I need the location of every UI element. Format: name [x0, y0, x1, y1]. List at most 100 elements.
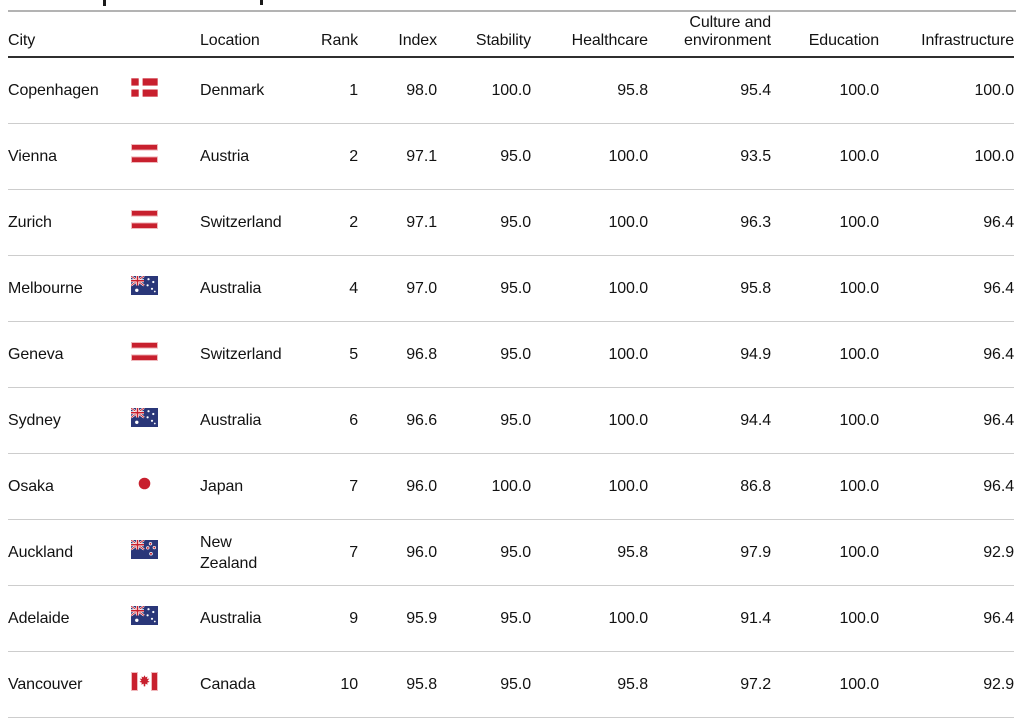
cell-rank: 5 — [281, 321, 358, 388]
cell-index: 96.8 — [358, 321, 437, 388]
cell-location: Australia — [198, 585, 281, 652]
cell-rank: 2 — [281, 189, 358, 256]
flag-icon-canada — [131, 672, 158, 691]
table-row: Copenhagen Denmark 1 98.0 100.0 95.8 95.4 100.0… — [8, 57, 1014, 124]
cell-infrastructure: 100.0 — [879, 123, 1014, 190]
cell-rank: 6 — [281, 387, 358, 454]
cell-stability: 100.0 — [437, 57, 531, 124]
cell-location: New Zealand — [198, 519, 281, 586]
cell-rank: 7 — [281, 519, 358, 586]
col-header-index: Index — [358, 12, 437, 58]
cell-stability: 100.0 — [437, 453, 531, 520]
table-row: Melbourne Australia 4 97.0 95.0 100.0 95.8 100.… — [8, 255, 1014, 322]
table-row: Geneva Switzerland 5 96.8 95.0 100.0 94.9 100.0… — [8, 321, 1014, 388]
flag-icon-australia — [131, 276, 158, 295]
cell-location: Denmark — [198, 57, 281, 124]
cell-culture: 95.4 — [648, 57, 771, 124]
cell-rank: 9 — [281, 585, 358, 652]
table-row: Vancouver Canada 10 95.8 95.0 95.8 97.2 100.0 92… — [8, 651, 1014, 718]
cell-rank: 7 — [281, 453, 358, 520]
cell-infrastructure: 100.0 — [879, 57, 1014, 124]
flag-icon-new-zealand — [131, 540, 158, 559]
cell-healthcare: 100.0 — [531, 255, 648, 322]
cell-infrastructure: 96.4 — [879, 189, 1014, 256]
cell-stability: 95.0 — [437, 519, 531, 586]
table-row: Auckland New Zealand 7 96.0 95.0 95.8 97.9 100.… — [8, 519, 1014, 586]
cell-flag — [123, 189, 198, 256]
liveability-table-page: City Location Rank Index Stability Healt… — [8, 0, 1016, 718]
cell-education: 100.0 — [771, 189, 879, 256]
flag-icon-switzerland — [131, 210, 158, 229]
cell-flag — [123, 651, 198, 718]
cell-healthcare: 95.8 — [531, 57, 648, 124]
cell-infrastructure: 96.4 — [879, 387, 1014, 454]
cell-index: 96.0 — [358, 519, 437, 586]
cell-culture: 91.4 — [648, 585, 771, 652]
cell-city: Vancouver — [8, 651, 123, 718]
col-header-education: Education — [771, 12, 879, 58]
cell-city: Adelaide — [8, 585, 123, 652]
cell-flag — [123, 519, 198, 586]
cell-infrastructure: 96.4 — [879, 453, 1014, 520]
cell-location: Australia — [198, 255, 281, 322]
cell-city: Copenhagen — [8, 57, 123, 124]
table-row: Zurich Switzerland 2 97.1 95.0 100.0 96.3 100.0… — [8, 189, 1014, 256]
cell-index: 97.1 — [358, 123, 437, 190]
flag-icon-denmark — [131, 78, 158, 97]
cell-index: 96.6 — [358, 387, 437, 454]
cell-city: Osaka — [8, 453, 123, 520]
cell-infrastructure: 96.4 — [879, 585, 1014, 652]
cell-stability: 95.0 — [437, 321, 531, 388]
cell-stability: 95.0 — [437, 585, 531, 652]
cell-location: Austria — [198, 123, 281, 190]
cell-index: 98.0 — [358, 57, 437, 124]
cell-location: Canada — [198, 651, 281, 718]
table-row: Vienna Austria 2 97.1 95.0 100.0 93.5 100.0 100.… — [8, 123, 1014, 190]
cell-index: 95.9 — [358, 585, 437, 652]
col-header-location: Location — [198, 12, 281, 58]
cell-index: 97.0 — [358, 255, 437, 322]
cell-location: Switzerland — [198, 189, 282, 256]
cell-infrastructure: 96.4 — [879, 255, 1014, 322]
cell-education: 100.0 — [771, 453, 879, 520]
cell-location: Switzerland — [198, 321, 282, 388]
flag-icon-australia — [131, 606, 158, 625]
cell-location: Japan — [198, 453, 281, 520]
cell-education: 100.0 — [771, 123, 879, 190]
cell-healthcare: 100.0 — [531, 387, 648, 454]
cell-flag — [123, 57, 198, 124]
cell-rank: 1 — [281, 57, 358, 124]
cell-stability: 95.0 — [437, 255, 531, 322]
table-row: Adelaide Australia 9 95.9 95.0 100.0 91.4 100.0… — [8, 585, 1014, 652]
cell-culture: 94.4 — [648, 387, 771, 454]
cell-culture: 97.9 — [648, 519, 771, 586]
clipped-title-fragment — [260, 0, 263, 5]
table-row: Osaka Japan 7 96.0 100.0 100.0 86.8 100.0 96.4 — [8, 453, 1014, 520]
cell-healthcare: 100.0 — [531, 585, 648, 652]
cell-healthcare: 100.0 — [531, 123, 648, 190]
cell-city: Vienna — [8, 123, 123, 190]
cell-stability: 95.0 — [437, 387, 531, 454]
cell-stability: 95.0 — [437, 123, 531, 190]
cell-rank: 2 — [281, 123, 358, 190]
cell-index: 95.8 — [358, 651, 437, 718]
cell-healthcare: 95.8 — [531, 651, 648, 718]
cell-education: 100.0 — [771, 585, 879, 652]
flag-icon-switzerland — [131, 342, 158, 361]
cell-city: Auckland — [8, 519, 123, 586]
cell-flag — [123, 585, 198, 652]
cell-infrastructure: 92.9 — [879, 651, 1014, 718]
col-header-infrastructure: Infrastructure — [879, 12, 1014, 58]
cell-flag — [123, 123, 198, 190]
col-header-culture: Culture and environment — [648, 12, 771, 58]
cell-culture: 95.8 — [648, 255, 771, 322]
cell-healthcare: 100.0 — [531, 453, 648, 520]
cell-culture: 96.3 — [648, 189, 771, 256]
cell-index: 96.0 — [358, 453, 437, 520]
cell-city: Sydney — [8, 387, 123, 454]
cell-culture: 93.5 — [648, 123, 771, 190]
cell-flag — [123, 255, 198, 322]
cell-location: Australia — [198, 387, 281, 454]
table-row: Sydney Australia 6 96.6 95.0 100.0 94.4 100.0 96… — [8, 387, 1014, 454]
cell-healthcare: 100.0 — [531, 321, 648, 388]
